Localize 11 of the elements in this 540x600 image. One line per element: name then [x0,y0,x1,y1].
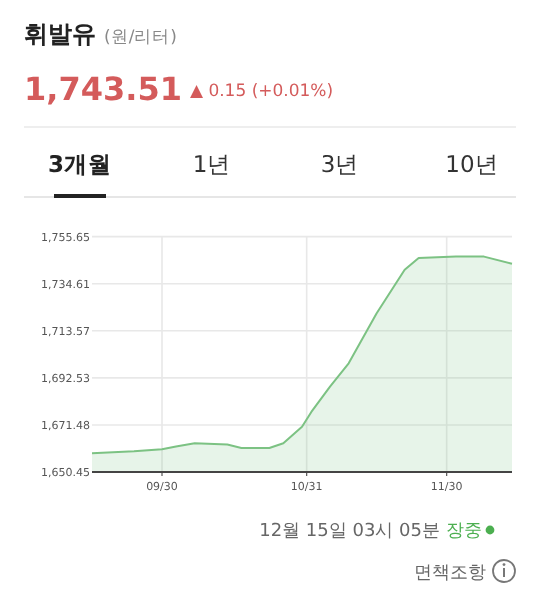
text: 3년 [320,150,360,178]
text: 10년 [445,150,499,178]
chart-subtitle: (원/리터) [104,28,177,48]
text: 1년 [192,150,232,178]
text: 면책조항 [414,564,486,584]
text: 12월 15일 03시 05분 [259,522,440,542]
text: ▲ 0.15 (+0.01%) [189,82,334,102]
text: 1,743.51 [24,70,182,108]
text: 3개월 [47,150,113,178]
chart-title: 휘발유 [24,20,96,48]
text: 장중 [446,522,482,542]
